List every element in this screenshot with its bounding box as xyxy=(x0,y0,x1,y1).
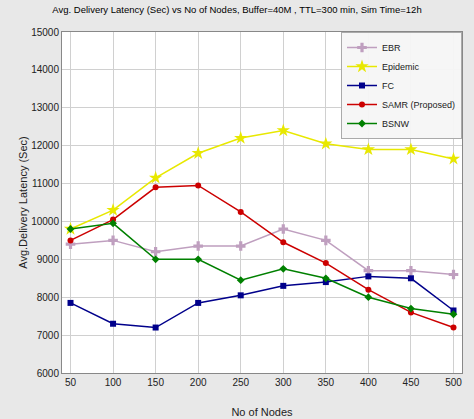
svg-text:Epidemic: Epidemic xyxy=(382,62,420,72)
svg-text:100: 100 xyxy=(105,377,122,388)
svg-text:7000: 7000 xyxy=(37,330,60,341)
svg-text:EBR: EBR xyxy=(382,43,401,53)
svg-text:Avg. Delivery Latency (Sec) vs: Avg. Delivery Latency (Sec) vs No of Nod… xyxy=(52,4,421,15)
svg-text:No of Nodes: No of Nodes xyxy=(231,406,293,418)
svg-text:15000: 15000 xyxy=(31,27,59,38)
svg-text:500: 500 xyxy=(445,377,462,388)
svg-text:300: 300 xyxy=(275,377,292,388)
svg-text:FC: FC xyxy=(382,81,394,91)
svg-text:14000: 14000 xyxy=(31,64,59,75)
svg-text:Avg.Delivery Latency (Sec): Avg.Delivery Latency (Sec) xyxy=(17,136,29,268)
svg-text:8000: 8000 xyxy=(37,292,60,303)
svg-text:12000: 12000 xyxy=(31,140,59,151)
svg-text:150: 150 xyxy=(147,377,164,388)
svg-text:SAMR (Proposed): SAMR (Proposed) xyxy=(382,100,455,110)
svg-text:6000: 6000 xyxy=(37,368,60,379)
svg-text:250: 250 xyxy=(232,377,249,388)
svg-text:50: 50 xyxy=(65,377,77,388)
svg-text:BSNW: BSNW xyxy=(382,119,410,129)
svg-text:400: 400 xyxy=(360,377,377,388)
svg-text:11000: 11000 xyxy=(32,178,60,189)
svg-text:450: 450 xyxy=(403,377,420,388)
svg-text:10000: 10000 xyxy=(31,216,59,227)
svg-text:350: 350 xyxy=(317,377,334,388)
svg-text:200: 200 xyxy=(190,377,207,388)
svg-text:13000: 13000 xyxy=(31,102,59,113)
svg-text:9000: 9000 xyxy=(37,254,60,265)
